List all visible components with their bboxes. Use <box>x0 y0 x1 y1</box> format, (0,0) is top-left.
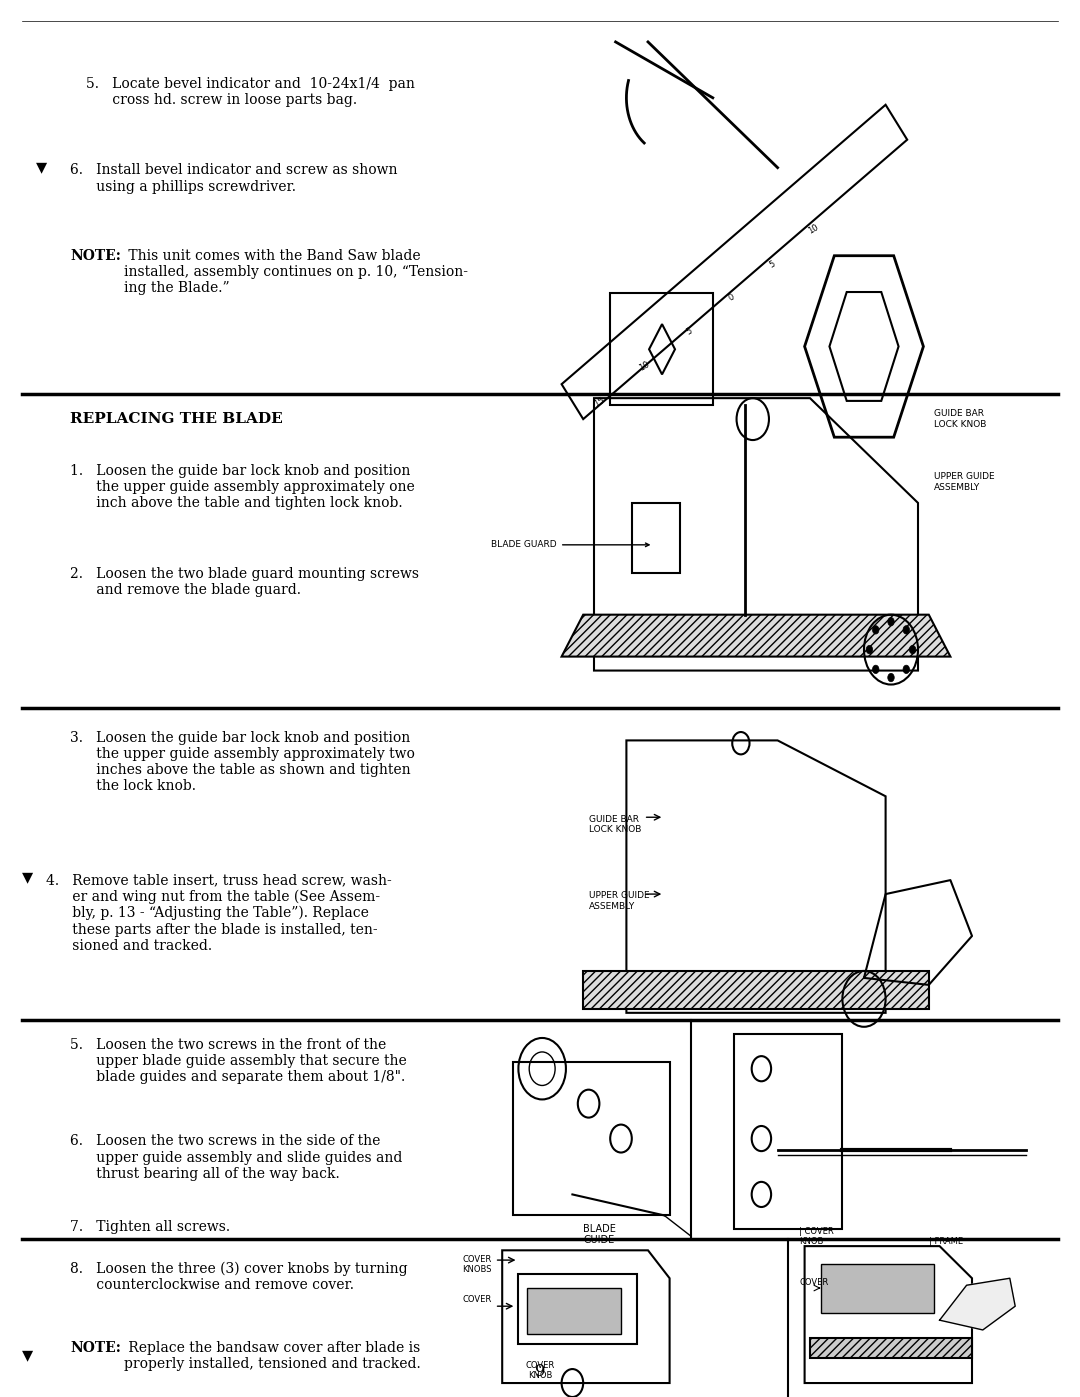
Text: NOTE:: NOTE: <box>70 1341 121 1355</box>
Circle shape <box>903 626 909 634</box>
Circle shape <box>873 626 879 634</box>
Text: REPLACING THE BLADE: REPLACING THE BLADE <box>70 412 283 426</box>
Text: NOTE:: NOTE: <box>70 249 121 263</box>
Polygon shape <box>583 971 929 1009</box>
Text: COVER: COVER <box>799 1278 828 1287</box>
Text: BLADE GUARD: BLADE GUARD <box>491 541 649 549</box>
Text: ▾: ▾ <box>22 868 32 887</box>
Circle shape <box>909 645 916 654</box>
Text: GUIDE BAR
LOCK KNOB: GUIDE BAR LOCK KNOB <box>589 814 640 834</box>
Text: 5: 5 <box>768 258 777 270</box>
Polygon shape <box>821 1264 934 1313</box>
Polygon shape <box>562 615 950 657</box>
Circle shape <box>866 645 873 654</box>
Text: BLADE
GUIDE: BLADE GUIDE <box>583 1224 616 1245</box>
Text: UPPER GUIDE
ASSEMBLY: UPPER GUIDE ASSEMBLY <box>589 891 649 911</box>
Text: COVER
KNOBS: COVER KNOBS <box>462 1255 491 1274</box>
Polygon shape <box>940 1278 1015 1330</box>
Text: 10: 10 <box>807 222 820 236</box>
Circle shape <box>903 665 909 673</box>
Text: 15: 15 <box>593 395 606 409</box>
Text: ▾: ▾ <box>22 1345 32 1365</box>
Text: 6.   Install bevel indicator and screw as shown
      using a phillips screwdriv: 6. Install bevel indicator and screw as … <box>70 163 397 194</box>
Text: 0: 0 <box>727 292 735 303</box>
Text: ▾: ▾ <box>36 158 46 177</box>
Text: 10: 10 <box>638 359 651 373</box>
Text: 1.   Loosen the guide bar lock knob and position
      the upper guide assembly : 1. Loosen the guide bar lock knob and po… <box>70 464 415 510</box>
Text: This unit comes with the Band Saw blade
installed, assembly continues on p. 10, : This unit comes with the Band Saw blade … <box>124 249 469 295</box>
Text: COVER
KNOB: COVER KNOB <box>525 1361 555 1380</box>
Text: Replace the bandsaw cover after blade is
properly installed, tensioned and track: Replace the bandsaw cover after blade is… <box>124 1341 421 1372</box>
Circle shape <box>888 673 894 682</box>
Text: 3.   Loosen the guide bar lock knob and position
      the upper guide assembly : 3. Loosen the guide bar lock knob and po… <box>70 731 415 793</box>
Polygon shape <box>527 1288 621 1334</box>
Circle shape <box>873 665 879 673</box>
Text: 4.   Remove table insert, truss head screw, wash-
      er and wing nut from the: 4. Remove table insert, truss head screw… <box>46 873 392 953</box>
Text: COVER: COVER <box>462 1295 491 1303</box>
Text: 5: 5 <box>685 326 693 337</box>
Polygon shape <box>810 1338 972 1358</box>
Circle shape <box>888 617 894 626</box>
Text: UPPER GUIDE
ASSEMBLY: UPPER GUIDE ASSEMBLY <box>934 472 995 492</box>
Text: 9: 9 <box>535 1363 545 1380</box>
Text: | FRAME: | FRAME <box>929 1238 963 1246</box>
Text: 2.   Loosen the two blade guard mounting screws
      and remove the blade guard: 2. Loosen the two blade guard mounting s… <box>70 567 419 598</box>
Text: 6.   Loosen the two screws in the side of the
      upper guide assembly and sli: 6. Loosen the two screws in the side of … <box>70 1134 403 1180</box>
Text: GUIDE BAR
LOCK KNOB: GUIDE BAR LOCK KNOB <box>934 409 986 429</box>
Text: 5.   Locate bevel indicator and  10-24x1/4  pan
      cross hd. screw in loose p: 5. Locate bevel indicator and 10-24x1/4 … <box>86 77 416 108</box>
Text: 5.   Loosen the two screws in the front of the
      upper blade guide assembly : 5. Loosen the two screws in the front of… <box>70 1038 407 1084</box>
Text: | COVER
KNOB: | COVER KNOB <box>799 1227 834 1246</box>
Text: 7.   Tighten all screws.: 7. Tighten all screws. <box>70 1220 230 1234</box>
Text: 8.   Loosen the three (3) cover knobs by turning
      counterclockwise and remo: 8. Loosen the three (3) cover knobs by t… <box>70 1261 408 1292</box>
